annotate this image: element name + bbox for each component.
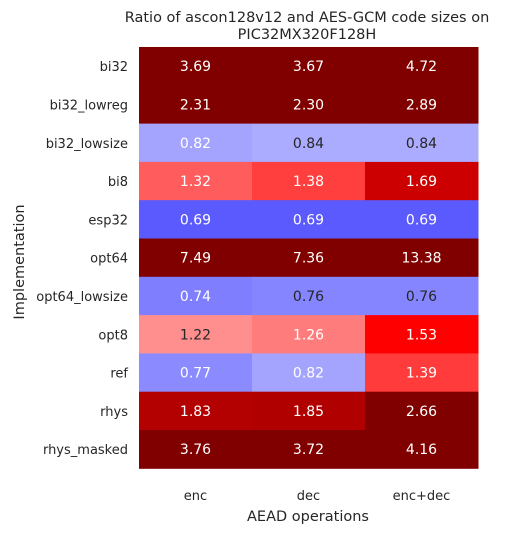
heatmap-cell <box>365 161 479 201</box>
cell-value-label: 2.31 <box>180 97 211 113</box>
heatmap-cell <box>139 47 253 86</box>
cell-value-label: 0.69 <box>180 212 211 228</box>
y-tick-labels: bi32 bi32_lowreg bi32_lowsize bi8 esp32 opt64… <box>36 60 128 458</box>
chart-title-line-2: PIC32MX320F128H <box>238 27 377 43</box>
y-tick-label: bi32_lowsize <box>46 137 128 152</box>
cell-value-label: 1.32 <box>180 174 211 190</box>
cell-value-label: 0.77 <box>180 366 211 382</box>
heatmap-cell <box>252 430 366 469</box>
heatmap-cell <box>139 315 253 354</box>
cell-value-label: 1.26 <box>293 327 324 343</box>
cell-value-label: 1.85 <box>293 404 324 420</box>
cell-value-label: 0.82 <box>293 366 324 382</box>
heatmap-cell <box>365 391 479 431</box>
heatmap-cell <box>252 85 366 125</box>
cell-value-label: 0.84 <box>293 136 324 152</box>
y-tick-label: bi32_lowreg <box>50 98 128 113</box>
cell-value-label: 3.76 <box>180 442 211 458</box>
y-tick-label: opt64_lowsize <box>36 290 128 305</box>
heatmap-cell <box>139 430 253 469</box>
cell-value-label: 7.49 <box>180 251 211 267</box>
cell-value-label: 0.84 <box>406 136 437 152</box>
y-tick-label: bi8 <box>108 175 128 190</box>
x-tick-label: enc+dec <box>393 489 451 504</box>
y-tick-label: esp32 <box>88 213 128 228</box>
cell-value-label: 1.22 <box>180 327 211 343</box>
cell-value-label: 0.69 <box>293 212 324 228</box>
heatmap-cell <box>139 276 253 316</box>
cell-value-label: 4.16 <box>406 442 437 458</box>
heatmap-cell <box>365 238 479 278</box>
heatmap-cell <box>252 353 366 393</box>
cell-value-label: 13.38 <box>401 251 441 267</box>
cell-value-label: 1.53 <box>406 327 437 343</box>
heatmap-cells: 3.69 3.67 4.72 2.31 2.30 2.89 0.82 0.84 0.84 1.32… <box>139 47 479 469</box>
heatmap-cell <box>139 161 253 201</box>
heatmap-cell <box>365 315 479 354</box>
heatmap-cell <box>365 47 479 86</box>
heatmap-cell <box>365 123 479 163</box>
cell-value-label: 7.36 <box>293 251 324 267</box>
cell-value-label: 4.72 <box>406 59 437 75</box>
y-axis-label: Implementation <box>12 204 28 319</box>
y-tick-label: rhys <box>100 405 128 420</box>
x-tick-labels: enc dec enc+dec <box>184 489 451 504</box>
heatmap-cell <box>252 47 366 86</box>
cell-value-label: 0.74 <box>180 289 211 305</box>
cell-value-label: 0.82 <box>180 136 211 152</box>
heatmap-cell <box>252 238 366 278</box>
x-axis-label: AEAD operations <box>247 509 369 525</box>
cell-value-label: 2.30 <box>293 97 324 113</box>
cell-value-label: 1.39 <box>406 366 437 382</box>
heatmap-cell <box>139 85 253 125</box>
cell-value-label: 3.69 <box>180 59 211 75</box>
y-tick-label: rhys_masked <box>43 443 128 458</box>
y-tick-label: opt8 <box>98 328 128 343</box>
cell-value-label: 0.76 <box>406 289 437 305</box>
cell-value-label: 0.76 <box>293 289 324 305</box>
chart-title-line-1: Ratio of ascon128v12 and AES-GCM code si… <box>125 10 490 26</box>
cell-value-label: 0.69 <box>406 212 437 228</box>
heatmap-cell <box>365 85 479 125</box>
heatmap-cell <box>365 200 479 239</box>
y-tick-label: opt64 <box>90 252 128 267</box>
heatmap-cell <box>252 276 366 316</box>
heatmap-cell <box>252 315 366 354</box>
y-tick-label: bi32 <box>100 60 128 75</box>
heatmap-cell <box>139 353 253 393</box>
heatmap-cell <box>139 200 253 239</box>
heatmap-cell <box>139 391 253 431</box>
y-tick-label: ref <box>110 367 128 382</box>
heatmap-cell <box>365 276 479 316</box>
heatmap-cell <box>365 430 479 469</box>
x-tick-label: enc <box>184 489 207 504</box>
cell-value-label: 2.89 <box>406 97 437 113</box>
heatmap-cell <box>252 123 366 163</box>
cell-value-label: 2.66 <box>406 404 437 420</box>
x-tick-label: dec <box>297 489 320 504</box>
heatmap-cell <box>252 200 366 239</box>
cell-value-label: 1.69 <box>406 174 437 190</box>
heatmap-cell <box>252 391 366 431</box>
cell-value-label: 1.38 <box>293 174 324 190</box>
heatmap-cell <box>139 238 253 278</box>
cell-value-label: 1.83 <box>180 404 211 420</box>
cell-value-label: 3.72 <box>293 442 324 458</box>
heatmap-cell <box>139 123 253 163</box>
heatmap-cell <box>365 353 479 393</box>
heatmap-cell <box>252 161 366 201</box>
cell-value-label: 3.67 <box>293 59 324 75</box>
